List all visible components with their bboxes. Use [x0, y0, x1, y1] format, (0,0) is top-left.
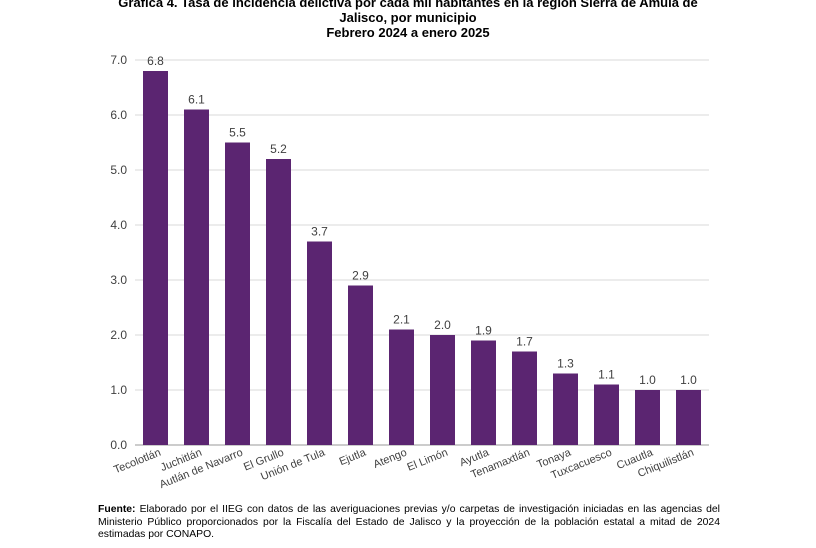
source-label: Fuente:	[98, 504, 136, 515]
bar	[307, 241, 332, 445]
bar	[430, 335, 455, 445]
data-label: 1.1	[598, 368, 615, 382]
data-label: 1.3	[557, 357, 574, 371]
data-label: 2.9	[352, 269, 369, 283]
source-text: Elaborado por el IIEG con datos de las a…	[98, 504, 720, 541]
bar	[676, 390, 701, 445]
data-label: 2.0	[434, 318, 451, 332]
bar	[266, 159, 291, 445]
bar	[184, 109, 209, 445]
bar	[635, 390, 660, 445]
y-tick-label: 6.0	[110, 108, 127, 122]
y-tick-label: 3.0	[110, 273, 127, 287]
data-label: 6.1	[188, 93, 205, 107]
x-tick-label: El Limón	[405, 447, 449, 474]
data-label: 1.9	[475, 324, 492, 338]
y-tick-label: 4.0	[110, 218, 127, 232]
data-label: 5.5	[229, 126, 246, 140]
bar	[553, 373, 578, 445]
data-label: 1.7	[516, 335, 533, 349]
y-tick-label: 0.0	[110, 438, 127, 452]
bar	[594, 384, 619, 445]
data-label: 2.1	[393, 313, 410, 327]
chart-subtitle: Febrero 2024 a enero 2025	[326, 25, 490, 40]
y-tick-label: 5.0	[110, 163, 127, 177]
x-tick-label: Atengo	[372, 447, 409, 471]
bar	[143, 71, 168, 445]
data-label: 1.0	[639, 373, 656, 387]
bar	[348, 285, 373, 445]
data-label: 3.7	[311, 225, 328, 239]
bar	[225, 142, 250, 445]
source-note: Fuente: Elaborado por el IIEG con datos …	[98, 504, 720, 542]
y-tick-label: 7.0	[110, 53, 127, 67]
chart-title-line-1: Gráfica 4. Tasa de incidencia delictiva …	[118, 0, 698, 10]
x-tick-label: Ejutla	[338, 446, 369, 468]
y-tick-label: 2.0	[110, 328, 127, 342]
bar-chart: 0.01.02.03.04.05.06.07.0 6.8Tecolotlán6.1…	[110, 53, 709, 491]
bar	[512, 351, 537, 445]
data-label: 6.8	[147, 54, 164, 68]
y-tick-label: 1.0	[110, 383, 127, 397]
chart-title-line-2: Jalisco, por municipio	[339, 10, 477, 25]
data-label: 1.0	[680, 373, 697, 387]
bar	[389, 329, 414, 445]
data-label: 5.2	[270, 142, 287, 156]
bar	[471, 340, 496, 445]
